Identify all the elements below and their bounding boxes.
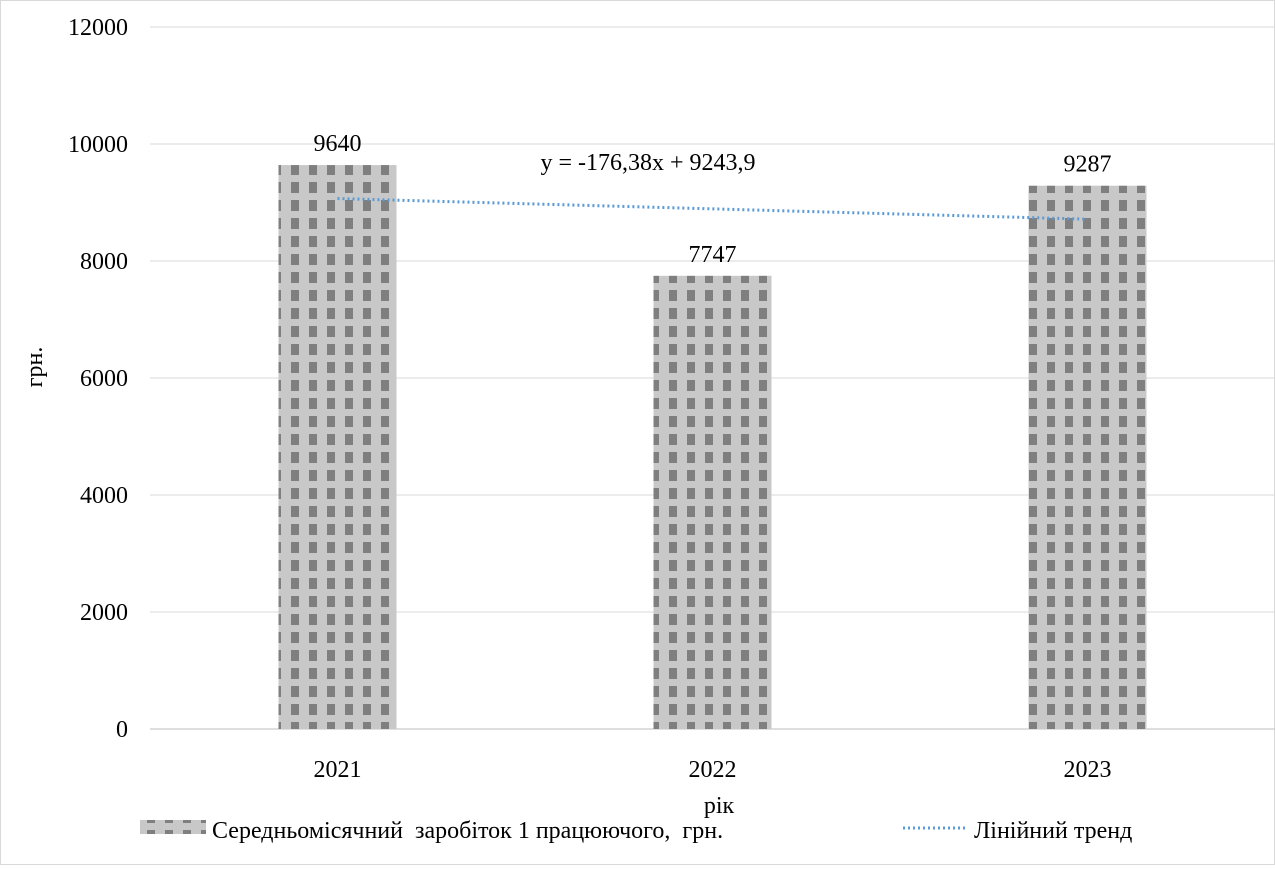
data-label: 7747	[689, 242, 737, 268]
y-axis-ticks: 0 2000 4000 6000 8000 10000 12000	[68, 15, 128, 743]
trendline-group	[337, 197, 1088, 221]
data-label: 9287	[1064, 152, 1112, 178]
y-tick-label: 0	[116, 717, 128, 743]
y-tick-label: 6000	[80, 366, 128, 392]
x-tick-label: 2023	[1064, 757, 1112, 783]
bar	[653, 275, 772, 729]
trendline	[337, 197, 1088, 221]
y-tick-label: 12000	[68, 15, 128, 41]
y-tick-label: 4000	[80, 483, 128, 509]
bar	[1028, 185, 1147, 729]
y-tick-label: 2000	[80, 600, 128, 626]
y-tick-label: 8000	[80, 249, 128, 275]
x-axis-label: рік	[704, 793, 735, 819]
legend-bar-label: Середньомісячний заробіток 1 працюючого,…	[212, 818, 723, 844]
bars	[278, 165, 1147, 729]
legend: Середньомісячний заробіток 1 працюючого,…	[140, 818, 1132, 844]
bar	[278, 165, 397, 729]
data-label: 9640	[314, 131, 362, 157]
trend-equation: y = -176,38x + 9243,9	[540, 150, 755, 176]
x-tick-label: 2022	[689, 757, 737, 783]
x-axis-ticks: 2021 2022 2023	[314, 757, 1112, 783]
x-tick-label: 2021	[314, 757, 362, 783]
data-labels: 9640 7747 9287	[314, 131, 1112, 268]
legend-bar-swatch	[140, 820, 206, 834]
y-tick-label: 10000	[68, 132, 128, 158]
legend-trend-label: Лінійний тренд	[974, 818, 1132, 844]
y-axis-label: грн.	[22, 347, 48, 388]
